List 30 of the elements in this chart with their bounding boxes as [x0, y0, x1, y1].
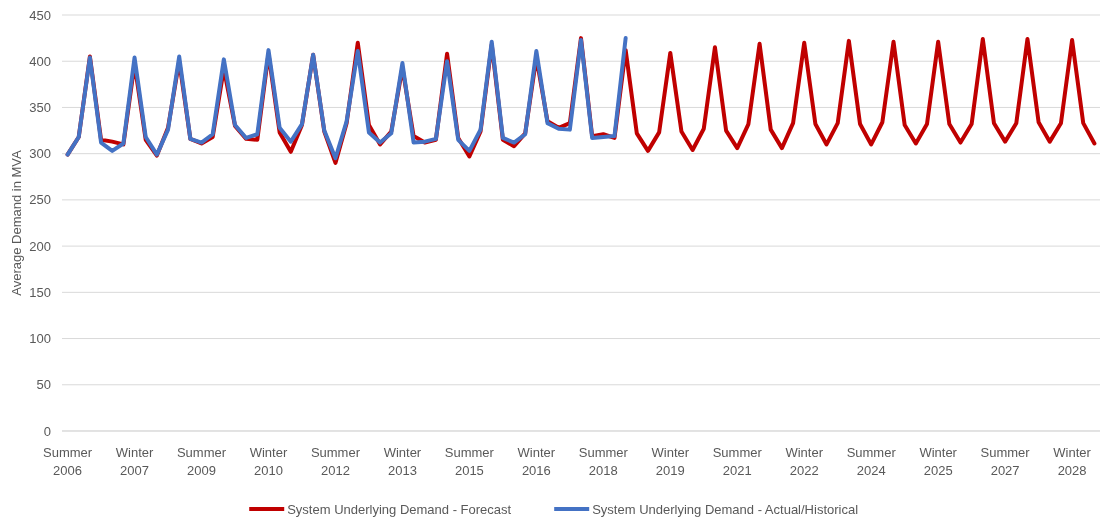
x-tick-label: Winter 2013 — [383, 445, 422, 478]
x-tick-label: Summer 2006 — [43, 445, 93, 478]
x-tick-label: Winter 2025 — [919, 445, 958, 478]
y-tick-label: 50 — [36, 377, 51, 393]
x-tick-label: Winter 2010 — [249, 445, 288, 478]
x-tick-label: Summer 2015 — [444, 445, 495, 478]
x-tick-label: Winter 2016 — [517, 445, 556, 478]
x-tick-label: Summer 2012 — [310, 445, 361, 478]
y-tick-label: 100 — [29, 331, 51, 347]
x-tick-label: Summer 2024 — [846, 445, 897, 478]
x-tick-label: Summer 2009 — [176, 445, 227, 478]
line-series — [65, 36, 628, 161]
y-tick-label: 0 — [43, 423, 51, 439]
y-tick-label: 400 — [29, 53, 51, 69]
x-tick-label: Summer 2018 — [578, 445, 629, 478]
legend-label: System Underlying Demand - Forecast — [287, 501, 512, 517]
y-tick-label: 250 — [29, 192, 51, 208]
y-tick-label: 200 — [29, 238, 51, 254]
legend-label: System Underlying Demand - Actual/Historical — [592, 501, 859, 517]
x-tick-label: Summer 2027 — [980, 445, 1031, 478]
y-axis-title: Average Demand in MVA — [8, 149, 24, 296]
y-tick-label: 450 — [29, 7, 51, 23]
x-tick-label: Winter 2019 — [651, 445, 690, 478]
x-tick-label: Summer 2021 — [712, 445, 763, 478]
x-tick-label: Winter 2007 — [115, 445, 154, 478]
x-tick-label: Winter 2022 — [785, 445, 824, 478]
y-tick-label: 150 — [29, 284, 51, 300]
y-tick-label: 300 — [29, 146, 51, 162]
y-tick-label: 350 — [29, 99, 51, 115]
x-tick-label: Winter 2028 — [1053, 445, 1092, 478]
